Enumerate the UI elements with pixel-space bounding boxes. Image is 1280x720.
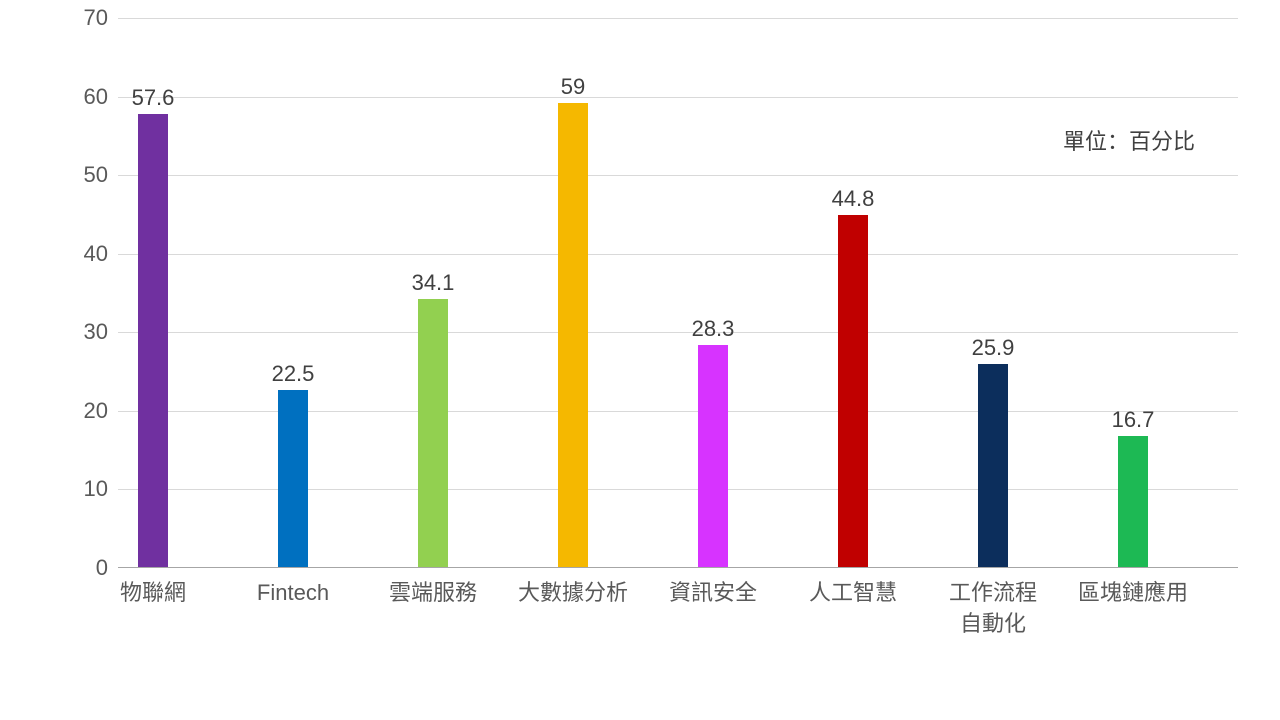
bar [418,299,448,567]
ytick-label: 0 [58,555,108,581]
bar [138,114,168,567]
bar [278,390,308,567]
x-category-label: 雲端服務 [389,578,477,609]
gridline [118,254,1238,255]
bar [978,364,1008,568]
bar-value-label: 25.9 [972,335,1015,361]
bar-value-label: 44.8 [832,186,875,212]
bar [558,103,588,567]
bar [838,215,868,567]
x-category-label: 資訊安全 [669,578,757,609]
x-category-label: 工作流程 自動化 [949,578,1037,640]
bar-value-label: 34.1 [412,270,455,296]
ytick-label: 40 [58,241,108,267]
x-category-label: 物聯網 [120,578,186,609]
gridline [118,18,1238,19]
bar-chart: 單位：百分比 01020304050607057.6物聯網22.5Fintech… [58,18,1258,658]
x-category-label: 人工智慧 [809,578,897,609]
ytick-label: 60 [58,84,108,110]
ytick-label: 30 [58,319,108,345]
gridline [118,175,1238,176]
plot-area [118,18,1238,568]
ytick-label: 10 [58,476,108,502]
bar-value-label: 22.5 [272,361,315,387]
bar [1118,436,1148,567]
x-category-label: 區塊鏈應用 [1078,578,1188,609]
ytick-label: 70 [58,5,108,31]
x-category-label: Fintech [257,578,329,609]
x-category-label: 大數據分析 [518,578,628,609]
gridline [118,97,1238,98]
bar-value-label: 16.7 [1112,407,1155,433]
bar [698,345,728,567]
bar-value-label: 59 [561,74,585,100]
bar-value-label: 57.6 [132,85,175,111]
ytick-label: 20 [58,398,108,424]
ytick-label: 50 [58,162,108,188]
bar-value-label: 28.3 [692,316,735,342]
unit-note: 單位：百分比 [1063,124,1195,156]
gridline [118,332,1238,333]
